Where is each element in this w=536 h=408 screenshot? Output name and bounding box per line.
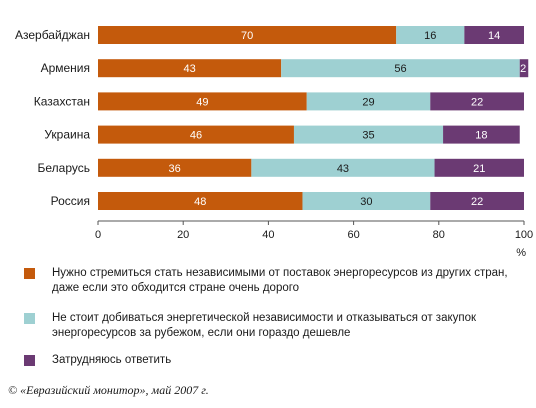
data-label: 29 [362,96,374,108]
bar-segment-1 [98,192,303,210]
bar-segment-1 [98,158,252,177]
data-label: 30 [360,196,372,208]
bar-segment-3 [430,192,524,210]
x-axis-ticks: 0 20 40 60 80 100 [95,221,533,241]
bar-segment-2 [306,92,431,111]
x-axis-unit: % [516,247,526,259]
data-label: 14 [488,30,500,42]
category-label: Беларусь [38,161,90,175]
data-label: 22 [471,196,483,208]
legend-swatch-orange [24,268,35,279]
bar-segment-3 [464,26,524,44]
x-tick-label: 0 [95,229,101,241]
source-credit: © «Евразийский монитор», май 2007 г. [8,383,209,397]
bar-segment-3 [443,125,520,144]
category-label: Россия [51,194,90,208]
data-label: 22 [471,96,483,108]
bar-segment-1 [98,125,294,144]
bar-segment-1 [98,26,397,44]
data-label: 70 [241,30,253,42]
bars-group: 70 16 14 43 56 2 49 29 22 46 35 18 36 43 21 48 30 22 [98,26,529,210]
x-tick-label: 40 [262,229,274,241]
x-tick-label: 20 [177,229,189,241]
data-label: 49 [196,96,208,108]
bar-segment-2 [281,59,520,78]
bar-segment-2 [302,192,431,210]
data-label: 48 [194,196,206,208]
data-label: 35 [362,130,374,142]
x-tick-label: 100 [515,229,533,241]
x-tick-label: 60 [347,229,359,241]
legend-item-independence: Нужно стремиться стать независимыми от п… [24,266,522,296]
category-label: Казахстан [34,94,90,108]
category-label: Украина [44,128,90,142]
data-label: 43 [183,63,195,75]
legend-item-undecided: Затрудняюсь ответить [24,353,522,368]
bar-segment-1 [98,59,282,78]
category-label: Армения [41,61,90,75]
data-label: 18 [475,130,487,142]
bar-segment-3 [519,59,529,78]
bar-segment-3 [430,92,524,111]
category-label: Азербайджан [15,28,90,42]
data-label: 21 [473,163,485,175]
legend-label: Затрудняюсь ответить [52,354,172,366]
legend-swatch-purple [24,355,35,366]
legend-swatch-cyan [24,313,35,324]
x-tick-label: 80 [433,229,445,241]
data-label: 16 [424,30,436,42]
data-label: 36 [169,163,181,175]
data-label: 43 [337,163,349,175]
category-labels: Азербайджан Армения Казахстан Украина Белару… [15,28,90,208]
stacked-bar-chart: 70 16 14 43 56 2 49 29 22 46 35 18 36 43 21 48 30 22 Азер… [15,26,533,259]
data-label: 46 [190,130,202,142]
legend-label: Нужно стремиться стать независимыми от п… [52,267,508,294]
bar-segment-2 [293,125,444,144]
bar-segment-2 [396,26,465,44]
bar-segment-3 [434,158,524,177]
data-label: 2 [520,63,526,75]
legend-label: Не стоит добиваться энергетической незав… [52,312,477,339]
legend-item-cheaper-imports: Не стоит добиваться энергетической незав… [24,311,522,341]
data-label: 56 [394,63,406,75]
bar-segment-2 [251,158,435,177]
bar-segment-1 [98,92,307,111]
